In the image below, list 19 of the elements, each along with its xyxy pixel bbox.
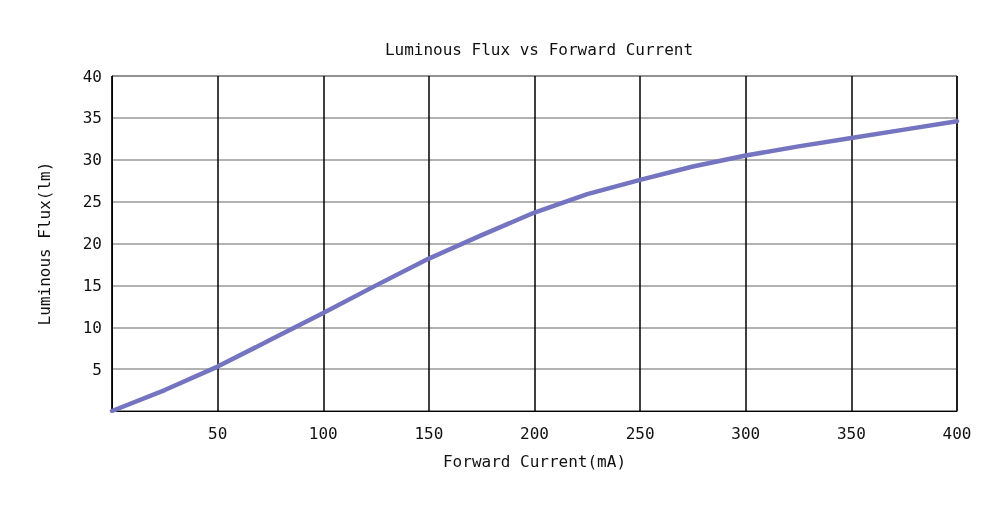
x-tick-label: 200 [520, 423, 549, 443]
y-tick-label: 15 [82, 275, 102, 295]
x-tick-label: 150 [414, 423, 444, 443]
y-tick-label: 5 [92, 359, 102, 379]
x-tick-label: 50 [207, 423, 228, 443]
chart-title: Luminous Flux vs Forward Current [384, 39, 694, 59]
y-tick-label: 30 [82, 150, 102, 170]
y-tick-label: 20 [82, 234, 102, 253]
x-tick-label: 100 [308, 423, 338, 443]
y-tick-label: 10 [82, 317, 102, 337]
x-tick-label: 250 [625, 423, 655, 443]
y-tick-label: 25 [82, 192, 102, 212]
x-tick-label: 400 [942, 423, 972, 443]
x-tick-label: 350 [836, 423, 866, 443]
x-tick-label: 300 [731, 423, 761, 443]
y-tick-label: 35 [82, 108, 102, 128]
y-axis-title: Luminous Flux(lm) [34, 161, 54, 326]
x-axis-title: Forward Current(mA) [442, 451, 627, 471]
y-tick-label: 40 [82, 66, 102, 86]
